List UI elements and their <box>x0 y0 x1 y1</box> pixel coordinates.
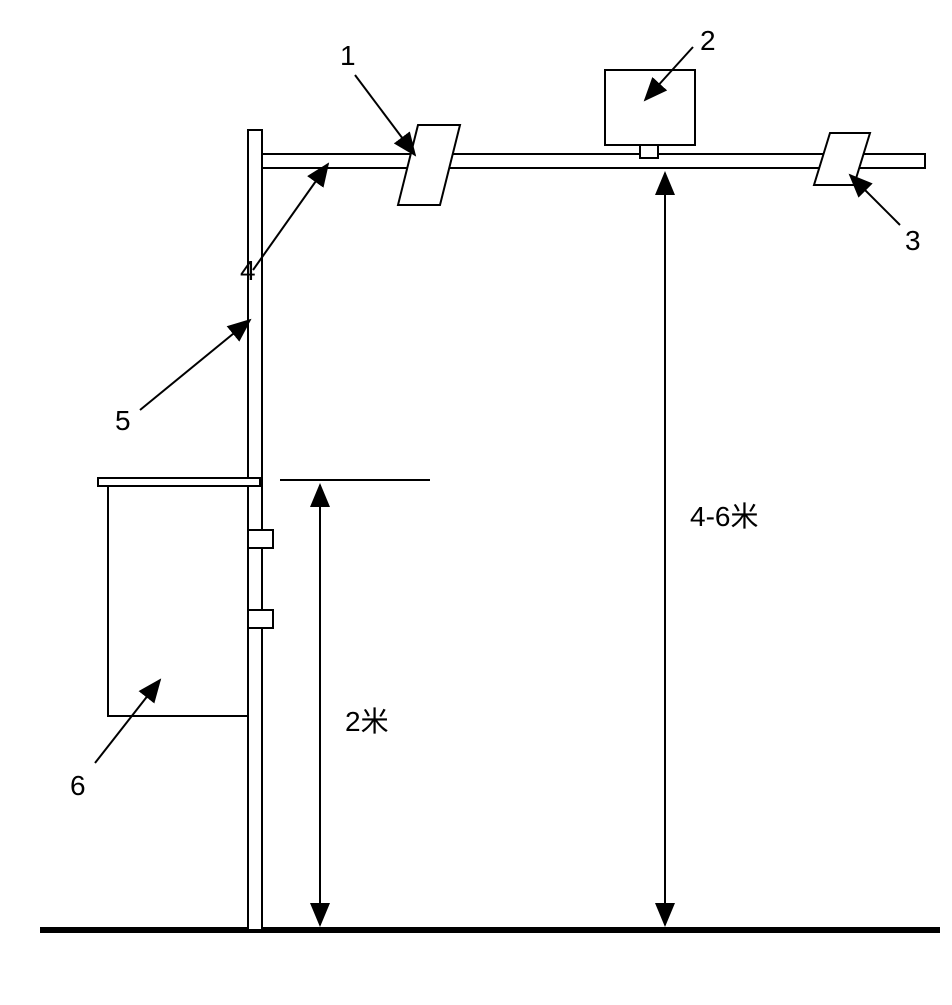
label-height-partial: 2米 <box>345 700 389 740</box>
leader-arrow-3 <box>850 175 900 225</box>
sensor-1 <box>398 125 460 205</box>
leader-arrow-1 <box>355 75 415 155</box>
label-2: 2 <box>700 25 716 57</box>
label-6: 6 <box>70 770 86 802</box>
leader-arrow-5 <box>140 320 250 410</box>
label-height-full: 4-6米 <box>690 495 758 535</box>
cabinet-6 <box>108 486 248 716</box>
label-4: 4 <box>240 255 256 287</box>
schematic-diagram: 1 2 3 4 5 6 4-6米 2米 <box>0 0 952 1000</box>
label-5: 5 <box>115 405 131 437</box>
box-2 <box>605 70 695 145</box>
cabinet-6-top <box>98 478 260 486</box>
label-1: 1 <box>340 40 356 72</box>
label-3: 3 <box>905 225 921 257</box>
sensor-3 <box>814 133 870 185</box>
box-2-mount <box>640 145 658 158</box>
leader-arrow-4 <box>253 164 328 270</box>
